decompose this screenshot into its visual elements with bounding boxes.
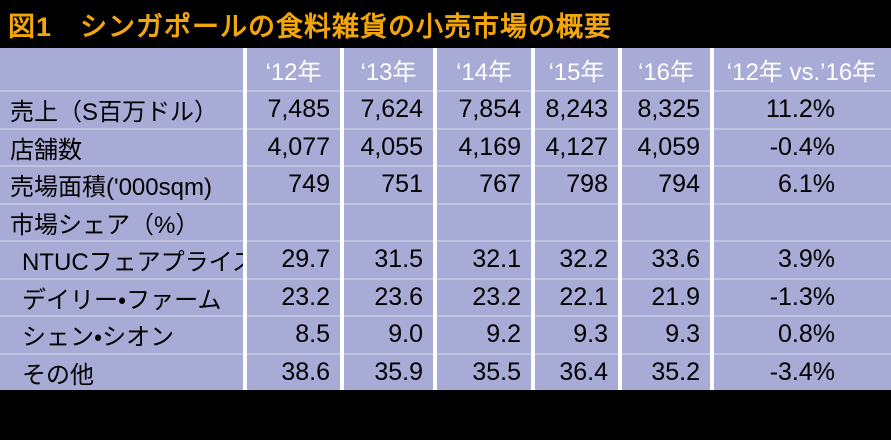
value-cell: 749 xyxy=(288,170,330,199)
column-header: ‘16年 xyxy=(637,58,695,86)
column-separator xyxy=(531,48,535,390)
value-cell: 9.3 xyxy=(573,320,608,349)
row-label: 売場面積('000sqm) xyxy=(10,174,212,202)
value-cell: 35.9 xyxy=(374,357,423,386)
value-cell: 0.8% xyxy=(778,320,835,349)
value-cell: 33.6 xyxy=(651,245,700,274)
value-cell: 8,325 xyxy=(637,95,700,124)
value-cell: 3.9% xyxy=(778,245,835,274)
value-cell xyxy=(342,205,435,241)
value-cell: 7,854 xyxy=(458,95,521,124)
row-label: NTUCフェアプライス xyxy=(22,249,245,277)
column-header: ‘12年 vs.’16年 xyxy=(726,58,877,86)
value-cell: 794 xyxy=(658,170,700,199)
value-cell: 767 xyxy=(479,170,521,199)
row-label: 売上（S百万ドル） xyxy=(10,99,219,127)
column-separator xyxy=(433,48,437,390)
value-cell: 4,127 xyxy=(545,132,608,161)
figure-number: 図1 xyxy=(8,12,53,42)
table-row: シェン・シオン 8.5 9.0 9.2 9.3 9.3 0.8% xyxy=(0,315,891,353)
table-row: 店舗数 4,077 4,055 4,169 4,127 4,059 -0.4% xyxy=(0,127,891,166)
column-header: ‘15年 xyxy=(548,58,605,86)
value-cell: 38.6 xyxy=(281,357,330,386)
column-header: ‘13年 xyxy=(360,58,417,86)
value-cell: 23.2 xyxy=(281,282,330,311)
column-separator xyxy=(243,48,247,390)
value-cell: 31.5 xyxy=(374,245,423,274)
value-cell xyxy=(533,205,620,241)
market-overview-table: ‘12年 ‘13年 ‘14年 ‘15年 ‘16年 ‘12年 vs.’16年 売上… xyxy=(0,48,891,390)
header-spacer-cell xyxy=(0,48,245,90)
column-separator xyxy=(710,48,714,390)
value-cell: 11.2% xyxy=(765,95,835,124)
value-cell: 4,169 xyxy=(458,132,521,161)
row-label: 市場シェア（%） xyxy=(10,211,200,239)
value-cell: 23.2 xyxy=(472,282,521,311)
row-label: シェン・シオン xyxy=(22,324,175,352)
value-cell: -1.3% xyxy=(769,282,835,311)
value-cell xyxy=(620,205,712,241)
value-cell: 6.1% xyxy=(778,170,835,199)
value-cell: 9.0 xyxy=(388,320,423,349)
value-cell: 35.5 xyxy=(472,357,521,386)
value-cell: 4,059 xyxy=(637,132,700,161)
column-header: ‘12年 xyxy=(265,58,322,86)
value-cell: 9.2 xyxy=(486,320,521,349)
figure-title: シンガポールの食料雑貨の小売市場の概要 xyxy=(80,12,613,42)
column-separator xyxy=(340,48,344,390)
value-cell xyxy=(245,205,342,241)
figure-title-bar: 図1 シンガポールの食料雑貨の小売市場の概要 xyxy=(0,0,891,48)
table-row: 売上（S百万ドル） 7,485 7,624 7,854 8,243 8,325 … xyxy=(0,90,891,128)
value-cell: -3.4% xyxy=(769,357,835,386)
value-cell: 35.2 xyxy=(651,357,700,386)
value-cell xyxy=(435,205,533,241)
value-cell: 4,055 xyxy=(360,132,423,161)
column-separator xyxy=(618,48,622,390)
row-label: デイリー・ファーム xyxy=(22,286,222,314)
value-cell: 36.4 xyxy=(559,357,608,386)
bottom-black-band xyxy=(0,390,891,440)
value-cell: 29.7 xyxy=(281,245,330,274)
table-row: その他 38.6 35.9 35.5 36.4 35.2 -3.4% xyxy=(0,352,891,391)
value-cell: 9.3 xyxy=(665,320,700,349)
row-label: 店舗数 xyxy=(10,136,82,164)
value-cell: 7,485 xyxy=(267,95,330,124)
table-header-row: ‘12年 ‘13年 ‘14年 ‘15年 ‘16年 ‘12年 vs.’16年 xyxy=(0,48,891,90)
table-row: 売場面積('000sqm) 749 751 767 798 794 6.1% xyxy=(0,165,891,203)
value-cell: 798 xyxy=(566,170,608,199)
value-cell: 8,243 xyxy=(545,95,608,124)
value-cell: 751 xyxy=(381,170,423,199)
value-cell: 22.1 xyxy=(559,282,608,311)
table-row: デイリー・ファーム 23.2 23.6 23.2 22.1 21.9 -1.3% xyxy=(0,277,891,316)
table-row: 市場シェア（%） xyxy=(0,202,891,241)
value-cell xyxy=(712,205,891,241)
value-cell: 4,077 xyxy=(267,132,330,161)
column-header: ‘14年 xyxy=(455,58,513,86)
value-cell: 21.9 xyxy=(651,282,700,311)
value-cell: 7,624 xyxy=(360,95,423,124)
value-cell: 32.2 xyxy=(559,245,608,274)
value-cell: 32.1 xyxy=(472,245,521,274)
value-cell: -0.4% xyxy=(769,132,835,161)
value-cell: 23.6 xyxy=(374,282,423,311)
table-row: NTUCフェアプライス 29.7 31.5 32.1 32.2 33.6 3.9… xyxy=(0,240,891,278)
value-cell: 8.5 xyxy=(295,320,330,349)
row-label: その他 xyxy=(22,361,94,389)
